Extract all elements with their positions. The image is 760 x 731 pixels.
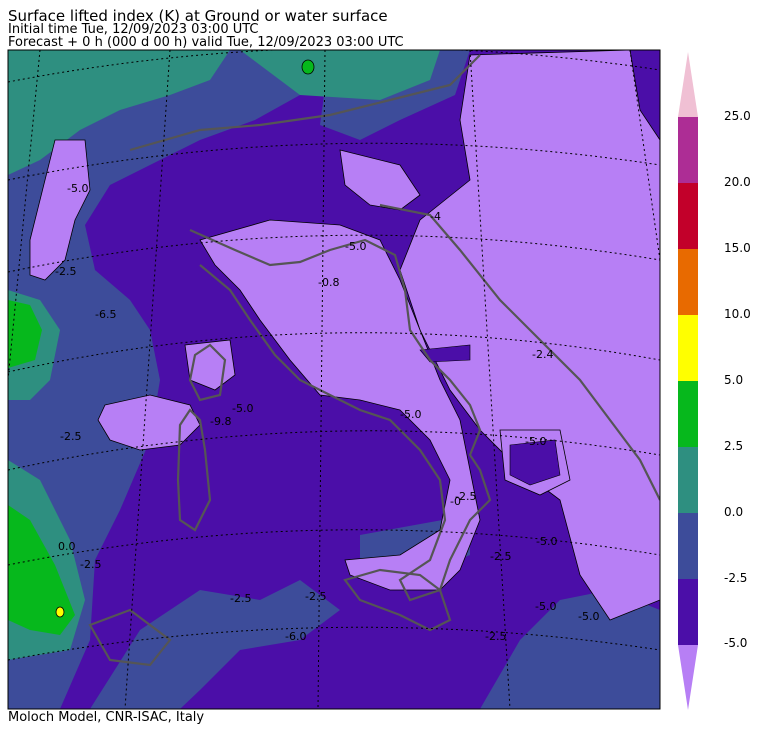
colorbar-tick-label: 25.0 [724,109,751,123]
field-hole-east [509,439,561,486]
contour-label: -5.0 [535,600,556,613]
colorbar-extend-bottom [678,645,698,710]
field-hole-adriatic [419,344,471,363]
contour-label: -5.0 [525,435,546,448]
field-2.5-to-5-southwest [8,505,75,635]
map-frame [7,49,661,710]
contour-label: -0 [450,495,461,508]
field-0-to-2.5-north [8,50,230,175]
contour-label: -2.5 [80,558,101,571]
contour-label: -2.5 [485,630,506,643]
graticule [8,50,660,709]
colorbar-band-10-15 [678,249,698,315]
contour-label: -6.5 [95,308,116,321]
colorbar-tick-label: -5.0 [724,636,748,650]
colorbar-tick-label: 0.0 [724,505,744,519]
contour-label: -2.5 [305,590,326,603]
colorbar-tick-label: 2.5 [724,439,744,453]
contour-label: -5.0 [67,182,88,195]
contour-label: 0.0 [58,540,76,553]
contour-label: -6.0 [285,630,306,643]
colorbar-tick-label: 15.0 [724,241,751,255]
contour-label: -5.0 [400,408,421,421]
colorbar-band-20-25 [678,117,698,183]
colorbar-extend-top [678,52,698,117]
colorbar-band-minus-5-minus-2.5 [678,579,698,645]
map-title: Surface lifted index (K) at Ground or wa… [8,7,388,25]
initial-time: Initial time Tue, 12/09/2023 03:00 UTC [8,22,259,37]
contour-labels: -5.0-2.5-5.0-4-5.0-2.5-0.8-6.5-2.5-9.8-5… [55,182,599,643]
contour-label: -2.5 [60,430,81,443]
contour-label: -2.5 [55,265,76,278]
contour-label: -5.0 [578,610,599,623]
field-2.5-to-5-west [8,300,42,368]
colorbar-tick-label: 10.0 [724,307,751,321]
contour-label: -2.4 [532,348,553,361]
model-credit: Moloch Model, CNR-ISAC, Italy [8,710,205,725]
contour-label: -4 [430,210,441,223]
colorbar-band-2.5-5 [678,381,698,447]
field-2.5-to-5-alps-spot [301,59,315,75]
field-minus-2.5-to-0-southeast [480,590,660,709]
contour-label: -5.0 [345,240,366,253]
field-5-to-10-spot [55,606,65,618]
contour-label: -9.8 [210,415,231,428]
field-minus-2.5-to-0-south [90,580,340,709]
contour-label: -2.5 [490,550,511,563]
colorbar-band-minus-2.5-0 [678,513,698,579]
colorbar [678,52,698,710]
colorbar-tick-label: 5.0 [724,373,744,387]
colorbar-band-15-20 [678,183,698,249]
field-below-minus-5-gulf [29,139,91,281]
contour-label: -2.5 [230,592,251,605]
colorbar-tick-label: -2.5 [724,571,748,585]
contour-label: -0.8 [318,276,339,289]
forecast-valid-time: Forecast + 0 h (000 d 00 h) valid Tue, 1… [8,35,404,50]
contour-label: -5.0 [536,535,557,548]
colorbar-band-5-10 [678,315,698,381]
field-below-minus-5-east [399,50,660,621]
colorbar-tick-label: 20.0 [724,175,751,189]
field-minus-2.5-to-0-west [8,50,310,709]
contour-label: -5.0 [232,402,253,415]
coastlines [88,54,660,667]
field-0-to-2.5-alps [240,50,440,100]
colorbar-band-0-2.5 [678,447,698,513]
contour-label: -2.5 [455,490,476,503]
